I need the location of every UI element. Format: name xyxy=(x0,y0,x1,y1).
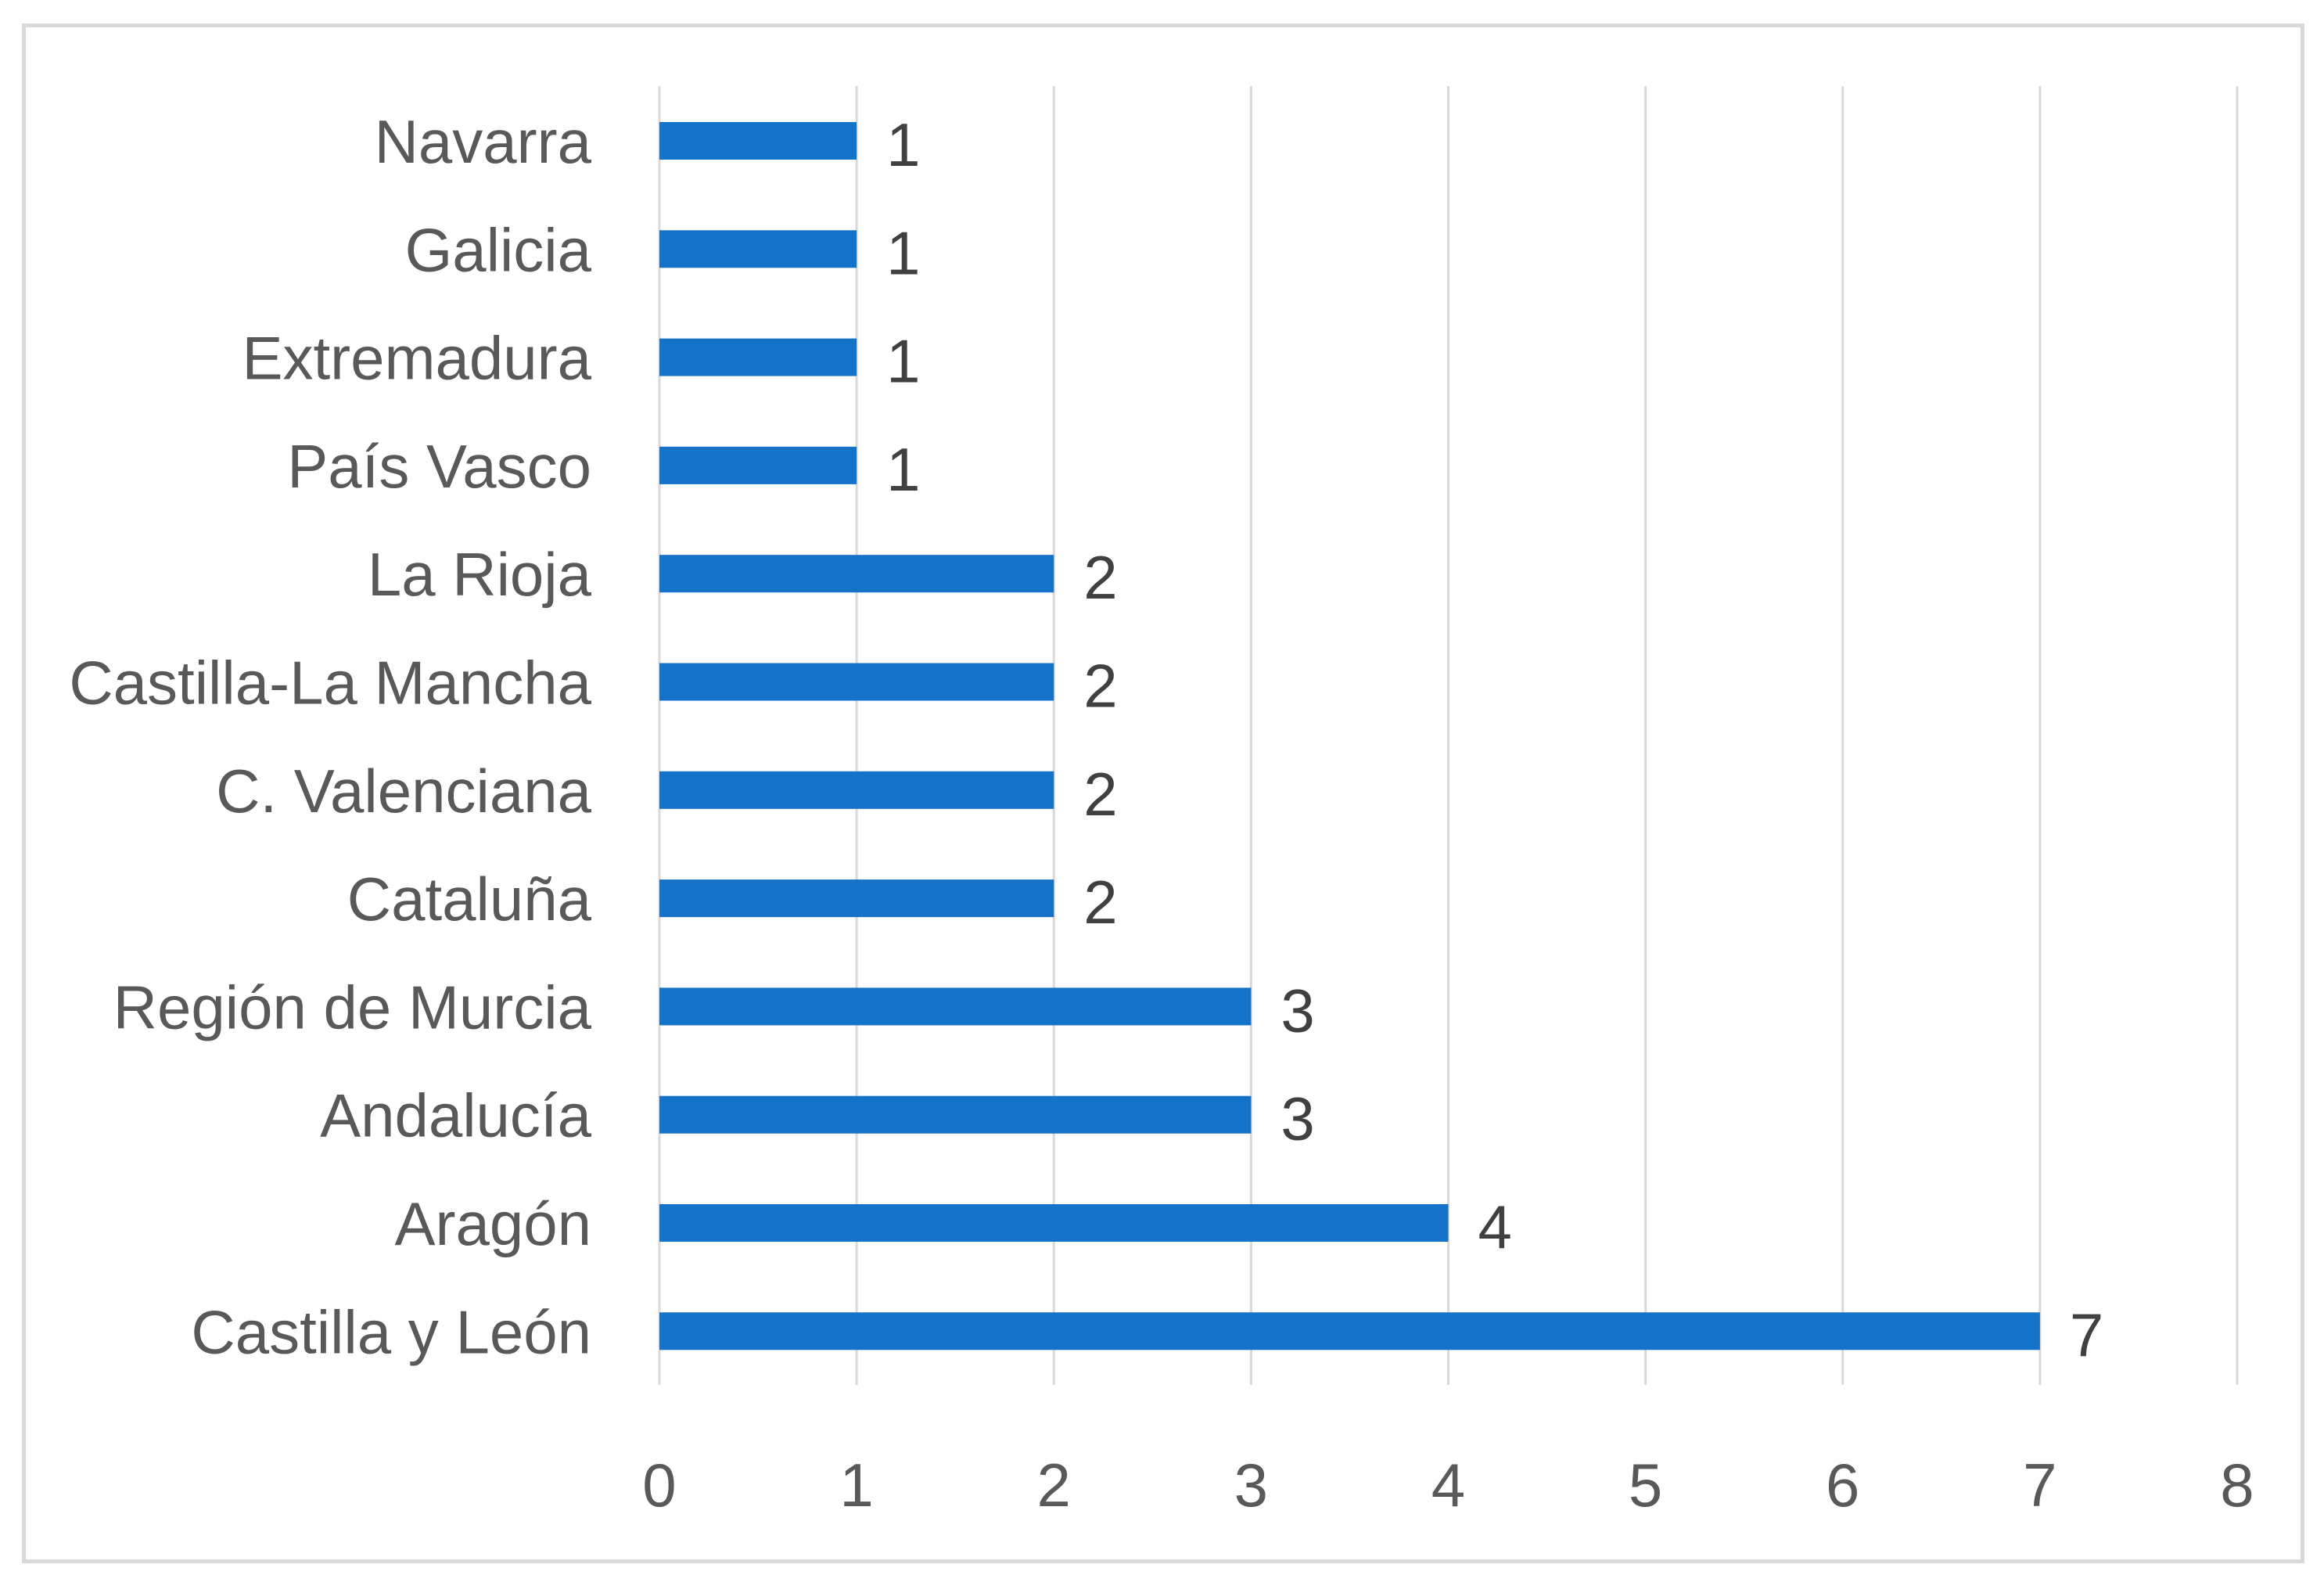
data-label: 3 xyxy=(1281,1084,1314,1153)
x-tick-label: 3 xyxy=(1234,1451,1268,1519)
bar xyxy=(659,987,1252,1026)
category-label: C. Valenciana xyxy=(216,757,591,825)
bar xyxy=(659,446,857,484)
category-label: País Vasco xyxy=(287,432,591,501)
bar xyxy=(659,555,1054,593)
chart-frame xyxy=(22,23,2304,1563)
bars xyxy=(659,122,2040,1350)
x-axis-tick-labels: 0 1 2 3 4 5 6 7 8 xyxy=(642,1451,2254,1519)
data-label: 2 xyxy=(1083,543,1117,612)
data-labels: 1 1 1 1 2 2 2 2 3 3 4 7 xyxy=(886,110,2103,1369)
x-tick-label: 4 xyxy=(1431,1451,1465,1519)
category-label: Andalucía xyxy=(320,1081,592,1150)
data-label: 4 xyxy=(1478,1192,1512,1261)
bar xyxy=(659,230,857,268)
bar xyxy=(659,1204,1449,1242)
gridlines xyxy=(658,86,2239,1385)
data-label: 2 xyxy=(1083,868,1117,937)
category-label: Galicia xyxy=(405,215,592,284)
x-tick-label: 7 xyxy=(2023,1451,2056,1519)
x-tick-label: 1 xyxy=(839,1451,873,1519)
category-label: Aragón xyxy=(394,1189,591,1258)
data-label: 1 xyxy=(886,218,920,287)
bar xyxy=(659,1312,2040,1350)
data-label: 1 xyxy=(886,435,920,504)
category-label: Castilla-La Mancha xyxy=(69,649,591,717)
bar xyxy=(659,1095,1252,1134)
data-label: 1 xyxy=(886,327,920,396)
x-tick-label: 5 xyxy=(1629,1451,1662,1519)
x-tick-label: 0 xyxy=(642,1451,676,1519)
bar xyxy=(659,122,857,160)
category-label: Extremadura xyxy=(242,324,591,393)
bar xyxy=(659,338,857,376)
category-label: Cataluña xyxy=(347,865,592,933)
category-label: Castilla y León xyxy=(191,1297,591,1366)
bar xyxy=(659,879,1054,918)
data-label: 2 xyxy=(1083,652,1117,721)
bar xyxy=(659,663,1054,701)
x-tick-label: 2 xyxy=(1037,1451,1071,1519)
data-label: 2 xyxy=(1083,760,1117,829)
data-label: 1 xyxy=(886,110,920,179)
bar xyxy=(659,771,1054,809)
x-tick-label: 6 xyxy=(1826,1451,1859,1519)
data-label: 7 xyxy=(2070,1300,2103,1369)
data-label: 3 xyxy=(1281,976,1314,1045)
category-label: La Rioja xyxy=(368,540,592,609)
x-tick-label: 8 xyxy=(2220,1451,2254,1519)
category-label: Región de Murcia xyxy=(113,973,592,1041)
category-label: Navarra xyxy=(375,107,592,176)
category-labels: Navarra Galicia Extremadura País Vasco La Ri… xyxy=(69,107,591,1366)
